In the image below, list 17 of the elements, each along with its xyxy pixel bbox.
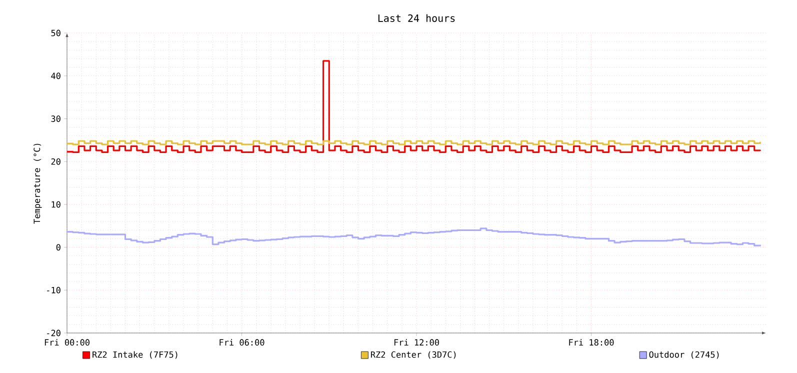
y-axis-title: Temperature (°C) xyxy=(34,144,42,224)
legend-label: RZ2 Center (3D7C) xyxy=(370,351,456,359)
legend-label: RZ2 Intake (7F75) xyxy=(92,351,178,359)
x-tick-label: Fri 06:00 xyxy=(220,339,264,346)
x-tick-label: Fri 18:00 xyxy=(569,339,614,346)
y-tick-label: 20 xyxy=(51,158,60,165)
y-tick-label: 40 xyxy=(51,72,60,80)
chart-title: Last 24 hours xyxy=(378,14,455,22)
x-tick-label: Fri 00:00 xyxy=(44,339,90,346)
y-tick-label: 30 xyxy=(51,116,60,122)
y-tick-label: -20 xyxy=(47,330,60,336)
y-tick-label: -10 xyxy=(47,286,60,294)
y-tick-label: 50 xyxy=(51,30,60,36)
y-tick-label: 10 xyxy=(52,201,60,208)
x-tick-label: Fri 12:00 xyxy=(394,339,439,346)
y-tick-label: 0 xyxy=(56,244,60,251)
legend-label: Outdoor (2745) xyxy=(649,351,719,359)
